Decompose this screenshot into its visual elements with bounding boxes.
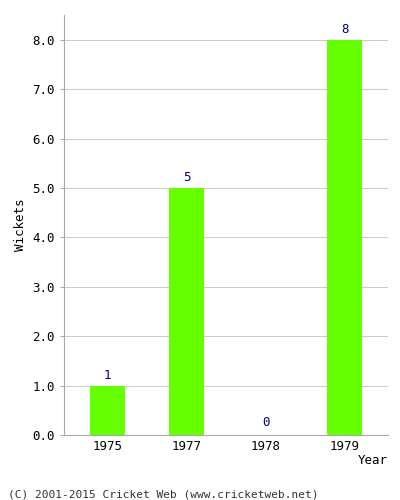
Bar <box>169 188 204 435</box>
Text: 1: 1 <box>104 369 111 382</box>
Text: Year: Year <box>358 454 388 467</box>
Bar <box>327 40 362 435</box>
Text: 5: 5 <box>183 172 190 184</box>
Bar <box>90 386 125 435</box>
Text: 8: 8 <box>341 23 348 36</box>
Text: (C) 2001-2015 Cricket Web (www.cricketweb.net): (C) 2001-2015 Cricket Web (www.cricketwe… <box>8 490 318 500</box>
Text: 0: 0 <box>262 416 269 429</box>
Y-axis label: Wickets: Wickets <box>14 198 27 251</box>
